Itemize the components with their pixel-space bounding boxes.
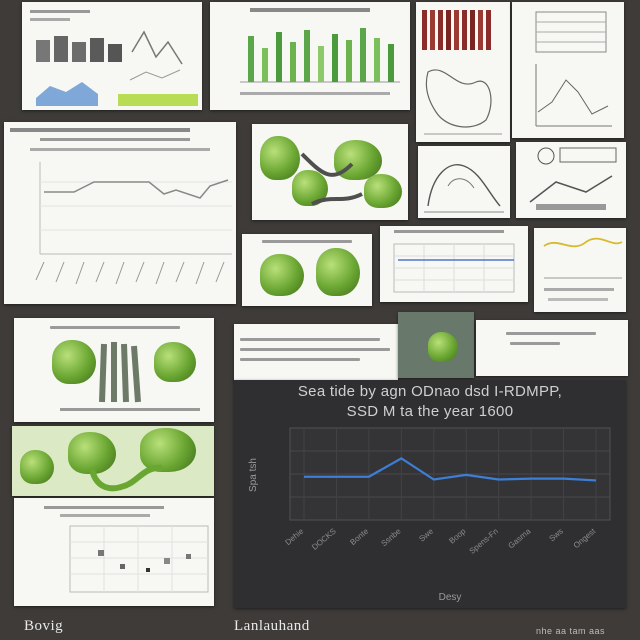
x-tick-label: Bonte: [348, 526, 370, 547]
thumbnail-broccoli-close: [398, 312, 474, 378]
broccoli-floret: [68, 432, 116, 474]
broccoli-floret: [364, 174, 402, 208]
x-tick-label: Ongest: [572, 526, 598, 550]
thumbnail-broccoli-photos: [242, 234, 372, 306]
broccoli-floret: [140, 428, 196, 472]
broccoli-floret: [428, 332, 458, 362]
featured-chart-panel: Sea tide by agn ODnao dsd I-RDMPP, SSD M…: [234, 380, 626, 608]
red-bars-graphic: [422, 10, 502, 135]
thumbnail-sketch-collage: [22, 2, 202, 110]
x-tick-label: Boop: [447, 526, 468, 545]
thumbnail-text-block: [234, 324, 398, 382]
featured-line-chart: Dehie DOCKS Bonte Ssnbe Swe Boop Spens-Fn Gasrn…: [248, 427, 611, 603]
table-plot-graphic: [535, 11, 612, 127]
x-axis-label: Desy: [439, 592, 462, 603]
scatter-grid-graphic: [44, 506, 209, 593]
text-line: [240, 338, 380, 341]
thumbnail-table-plot: [512, 2, 624, 138]
text-line: [510, 342, 560, 345]
thumbnail-grid-chart: [380, 226, 528, 302]
line-chart-graphic: [10, 128, 232, 285]
stalks-graphic: [60, 342, 200, 411]
caption-bottom-right: nhe aa tam aas: [536, 626, 606, 636]
x-tick-label: DOCKS: [310, 527, 338, 552]
thumbnail-green-bar-chart: [210, 2, 410, 110]
y-axis-label: Spa tsh: [248, 458, 259, 492]
x-tick-label: Spens-Fn: [468, 527, 500, 556]
broccoli-photo-right: [316, 248, 360, 296]
x-tick-label: Gasrna: [507, 526, 533, 550]
thumbnail-line-chart: [4, 122, 236, 304]
text-line: [506, 332, 596, 335]
sketch-collage-graphic: [30, 10, 198, 106]
text-line: [240, 348, 390, 351]
grid-chart-graphic: [393, 230, 515, 293]
x-tick-label: Ssnbe: [379, 526, 403, 548]
broccoli-floret: [20, 450, 54, 484]
broccoli-photo-left: [260, 254, 304, 296]
caption-bottom-center: Lanlauhand: [234, 618, 310, 634]
broccoli-floret: [52, 340, 96, 384]
green-bar-chart-graphic: [240, 8, 400, 95]
thumbnail-yellow-wave: [534, 228, 626, 312]
caption-bottom-left: Bovig: [24, 618, 64, 634]
broccoli-floret: [260, 136, 300, 180]
device-graphic: [529, 147, 617, 210]
thumbnail-device-sketch: [516, 142, 626, 218]
text-line: [240, 358, 360, 361]
series-line: [304, 457, 597, 482]
thumbnail-broccoli-illustration: [252, 124, 408, 220]
photo-caption-scribble: [262, 240, 352, 243]
header-scribble: [50, 326, 180, 329]
chart-title: Sea tide by agn ODnao dsd I-RDMPP, SSD M…: [297, 383, 563, 420]
x-tick-label: Dehie: [283, 526, 305, 547]
x-tick-label: Swe: [417, 526, 435, 543]
broccoli-floret: [154, 342, 196, 382]
thumbnail-text-panel: [476, 320, 628, 376]
broccoli-stems: [300, 152, 363, 206]
broccoli-stems-large: [89, 464, 163, 492]
thumbnail-broccoli-large: [12, 426, 214, 496]
thumbnail-engraving-sketch: [418, 146, 510, 218]
thumbnail-red-bars-sketch: [416, 2, 510, 142]
x-tick-label: Sws: [547, 527, 564, 544]
yellow-wave-graphic: [543, 237, 623, 301]
thumbnail-scatter-grid: [14, 498, 214, 606]
thumbnail-broccoli-stalks: [14, 318, 214, 422]
engraving-graphic: [424, 164, 504, 213]
